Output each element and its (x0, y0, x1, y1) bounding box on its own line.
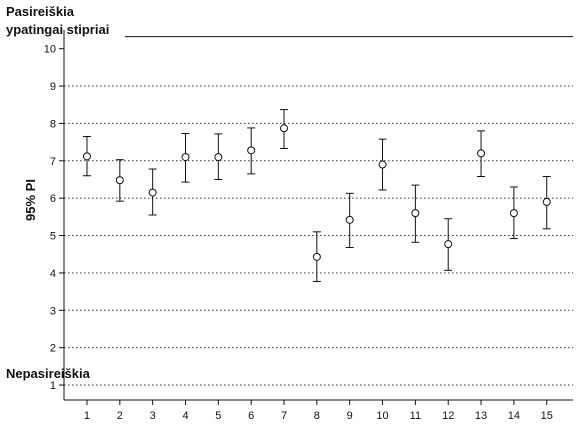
error-bar-point (214, 133, 223, 180)
x-tick-label: 8 (314, 410, 320, 422)
x-tick-label: 9 (347, 410, 353, 422)
error-bar-point (115, 159, 124, 202)
error-bar-point (444, 218, 453, 271)
y-tick-label: 5 (50, 231, 56, 243)
x-tick-label: 3 (150, 410, 156, 422)
y-tick-label: 8 (50, 118, 56, 130)
mean-marker (82, 152, 91, 161)
x-axis-ticks: 1 2 3 4 5 6 7 8 9 10 11 12 13 14 15 (84, 400, 553, 422)
x-tick-label: 7 (281, 410, 287, 422)
x-tick-label: 11 (410, 410, 421, 422)
mean-marker (378, 160, 387, 169)
mean-marker (280, 124, 289, 133)
mean-marker (542, 197, 551, 206)
y-tick-label: 4 (50, 268, 56, 280)
x-tick-label: 13 (475, 410, 487, 422)
y-tick-label: 6 (50, 193, 56, 205)
data-marks (82, 109, 551, 283)
mean-marker (312, 252, 321, 261)
y-tick-label: 2 (50, 343, 56, 355)
y-axis-ticks: 1 2 3 4 5 6 7 8 9 10 (44, 44, 64, 392)
x-tick-label: 6 (248, 410, 254, 422)
x-tick-label: 2 (117, 410, 123, 422)
mean-marker (115, 176, 124, 185)
error-bar-point (247, 127, 256, 175)
error-bar-point (181, 133, 190, 183)
grid-lines (64, 85, 573, 386)
y-tick-label: 10 (44, 44, 56, 56)
mean-marker (181, 153, 190, 162)
error-bar-point (148, 168, 157, 216)
top-annotation-line1: Pasireiškia (6, 4, 75, 19)
mean-marker (509, 209, 518, 218)
error-bar-point (82, 136, 91, 177)
x-tick-label: 4 (182, 410, 188, 422)
x-tick-label: 10 (376, 410, 388, 422)
mean-marker (477, 149, 486, 158)
error-bar-point (411, 184, 420, 243)
x-tick-label: 5 (215, 410, 221, 422)
error-bar-point (509, 186, 518, 240)
error-bar-point (542, 176, 551, 230)
axes (63, 30, 573, 401)
y-axis-label: 95% PI (23, 179, 38, 221)
x-tick-label: 14 (508, 410, 520, 422)
y-tick-label: 3 (50, 305, 56, 317)
top-annotation-line2: ypatingai stipriai (6, 22, 109, 37)
error-bar-point (312, 231, 321, 283)
mean-marker (148, 188, 157, 197)
error-bar-point (477, 130, 486, 178)
y-tick-label: 9 (50, 81, 56, 93)
error-bar-point (378, 138, 387, 191)
mean-marker (345, 215, 354, 224)
mean-marker (247, 146, 256, 155)
y-tick-label: 7 (50, 156, 56, 168)
mean-marker (411, 209, 420, 218)
error-bar-point (345, 192, 354, 249)
mean-marker (214, 153, 223, 162)
x-tick-label: 1 (84, 410, 90, 422)
y-tick-label: 1 (50, 380, 56, 392)
mean-marker (444, 240, 453, 249)
x-tick-label: 12 (442, 410, 454, 422)
error-bar-point (280, 109, 289, 149)
x-tick-label: 15 (541, 410, 553, 422)
bottom-annotation: Nepasireiškia (6, 366, 91, 381)
